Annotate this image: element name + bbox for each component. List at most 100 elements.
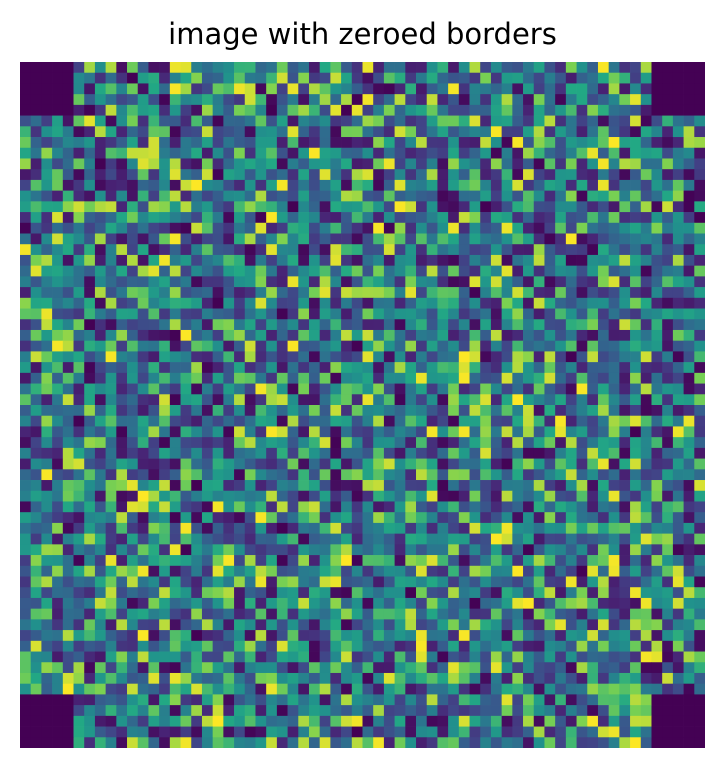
heatmap-cell (223, 329, 235, 342)
heatmap-cell (576, 694, 588, 706)
heatmap-cell (234, 222, 246, 234)
heatmap-cell (523, 619, 535, 631)
heatmap-cell (148, 415, 160, 427)
heatmap-cell (105, 104, 117, 116)
heatmap-cell (20, 190, 32, 202)
heatmap-cell (212, 340, 224, 352)
heatmap-cell (330, 362, 342, 374)
heatmap-cell (105, 394, 117, 406)
heatmap-cell (298, 651, 310, 663)
heatmap-cell (597, 362, 610, 374)
heatmap-cell (298, 522, 310, 534)
heatmap-cell (41, 319, 53, 331)
heatmap-cell (501, 394, 513, 406)
heatmap-cell (116, 233, 128, 245)
heatmap-cell (469, 480, 481, 492)
heatmap-cell (191, 415, 203, 427)
heatmap-cell (512, 394, 524, 406)
zeroed-border-cell (62, 694, 74, 706)
heatmap-cell (341, 522, 353, 534)
heatmap-cell (244, 212, 256, 224)
heatmap-cell (201, 619, 214, 631)
heatmap-cell (20, 362, 32, 374)
heatmap-cell (597, 169, 610, 181)
heatmap-cell (94, 169, 106, 181)
heatmap-cell (437, 447, 449, 459)
heatmap-cell (512, 447, 524, 459)
heatmap-cell (148, 329, 160, 342)
heatmap-cell (201, 244, 214, 256)
heatmap-cell (437, 83, 449, 95)
heatmap-cell (94, 297, 106, 309)
heatmap-cell (319, 694, 331, 706)
heatmap-cell (62, 329, 74, 342)
heatmap-cell (587, 222, 599, 234)
heatmap-cell (587, 726, 599, 738)
heatmap-cell (266, 319, 278, 331)
zeroed-border-cell (683, 737, 695, 748)
heatmap-cell (41, 672, 53, 685)
heatmap-cell (640, 587, 652, 599)
heatmap-cell (330, 72, 342, 84)
heatmap-cell (201, 705, 214, 717)
heatmap-cell (480, 201, 492, 213)
heatmap-cell (159, 726, 171, 738)
heatmap-cell (458, 501, 470, 513)
heatmap-cell (597, 276, 610, 288)
heatmap-cell (565, 62, 577, 74)
heatmap-cell (630, 587, 642, 599)
heatmap-cell (480, 169, 492, 181)
heatmap-cell (544, 394, 556, 406)
heatmap-cell (52, 619, 64, 631)
heatmap-cell (640, 619, 652, 631)
heatmap-cell (555, 415, 567, 427)
heatmap-cell (683, 640, 695, 652)
heatmap-cell (94, 115, 106, 127)
heatmap-cell (255, 287, 267, 299)
heatmap-cell (501, 726, 513, 738)
heatmap-cell (159, 469, 171, 481)
heatmap-cell (73, 587, 85, 599)
heatmap-cell (62, 576, 74, 588)
heatmap-cell (30, 533, 42, 545)
heatmap-cell (619, 555, 631, 567)
heatmap-cell (276, 254, 288, 267)
heatmap-cell (84, 576, 96, 588)
heatmap-cell (630, 362, 642, 374)
heatmap-cell (212, 94, 224, 106)
heatmap-cell (148, 705, 160, 717)
heatmap-cell (341, 72, 353, 84)
heatmap-cell (555, 72, 567, 84)
heatmap-cell (523, 705, 535, 717)
heatmap-cell (169, 329, 181, 342)
heatmap-cell (480, 683, 492, 695)
heatmap-cell (180, 212, 192, 224)
heatmap-cell (608, 254, 620, 267)
heatmap-cell (597, 651, 610, 663)
heatmap-cell (244, 630, 256, 642)
zeroed-border-cell (672, 83, 684, 95)
heatmap-cell (490, 426, 502, 438)
heatmap-cell (501, 233, 513, 245)
heatmap-cell (287, 501, 299, 513)
heatmap-cell (201, 212, 214, 224)
heatmap-cell (191, 308, 203, 320)
heatmap-cell (480, 308, 492, 320)
heatmap-cell (576, 233, 588, 245)
heatmap-cell (105, 126, 117, 138)
heatmap-cell (458, 576, 470, 588)
heatmap-cell (223, 244, 235, 256)
heatmap-cell (116, 276, 128, 288)
heatmap-cell (298, 233, 310, 245)
heatmap-cell (20, 265, 32, 277)
heatmap-cell (319, 158, 331, 170)
zeroed-border-cell (30, 83, 42, 95)
heatmap-cell (159, 179, 171, 191)
heatmap-cell (116, 169, 128, 181)
heatmap-cell (576, 630, 588, 642)
heatmap-cell (341, 394, 353, 406)
heatmap-cell (651, 329, 663, 342)
heatmap-cell (608, 126, 620, 138)
heatmap-cell (501, 297, 513, 309)
heatmap-cell (640, 329, 652, 342)
